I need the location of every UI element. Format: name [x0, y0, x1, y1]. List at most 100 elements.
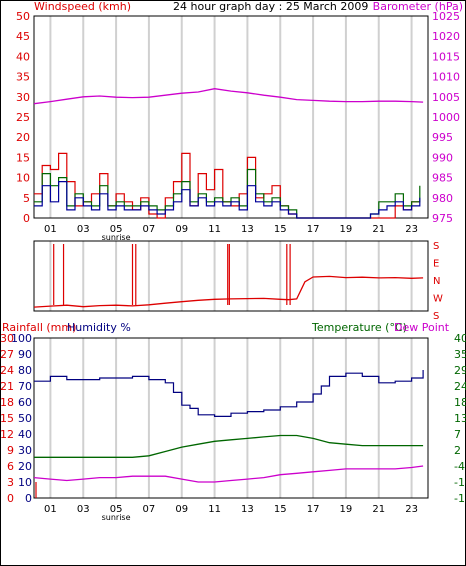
y-tick-label-humidity: 60 — [18, 396, 32, 409]
humidity-axis-title: Humidity % — [67, 321, 131, 334]
y-tick-label-temperature: 35 — [454, 348, 466, 361]
y-tick-label-rain: 9 — [7, 444, 14, 457]
y-tick-label-temperature: 29 — [454, 364, 466, 377]
y-tick-label-right: 1005 — [432, 91, 460, 104]
x-tick-label: 17 — [307, 504, 320, 515]
y-tick-label-right: 975 — [432, 212, 453, 225]
humidity-temperature-panel: 00-15310-10620-4930212407155013186018217… — [0, 332, 466, 522]
y-tick-label-rain: 6 — [7, 460, 14, 473]
sunrise-label: sunrise — [102, 233, 131, 242]
x-tick-label: 15 — [274, 504, 287, 515]
y-tick-label-humidity: 0 — [25, 492, 32, 505]
y-tick-label-humidity: 50 — [18, 412, 32, 425]
x-tick-label: 03 — [77, 224, 90, 235]
y-tick-label-right: 1020 — [432, 30, 460, 43]
series-wind — [34, 181, 421, 219]
x-tick-label: 23 — [405, 224, 418, 235]
y-tick-label-right: 985 — [432, 172, 453, 185]
y-tick-label-right: 980 — [432, 192, 453, 205]
x-tick-label: 13 — [241, 224, 254, 235]
y-tick-label-rain: 12 — [0, 428, 14, 441]
y-tick-label-rain: 3 — [7, 476, 14, 489]
x-tick-label: 23 — [405, 504, 418, 515]
y-tick-label-temperature: -4 — [454, 460, 465, 473]
plot-border — [33, 337, 429, 499]
series-dewpoint — [33, 465, 424, 483]
y-tick-label-left: 35 — [16, 71, 30, 84]
y-tick-label-rain: 15 — [0, 412, 14, 425]
y-tick-label-left: 15 — [16, 151, 30, 164]
rainfall-axis-title: Rainfall (mm) — [2, 321, 76, 334]
y-tick-label-left: 10 — [16, 172, 30, 185]
barometer-axis-title: Barometer (hPa) — [373, 0, 463, 13]
y-tick-label-humidity: 20 — [18, 460, 32, 473]
y-tick-label-humidity: 30 — [18, 444, 32, 457]
y-tick-label-temperature: 40 — [454, 332, 466, 345]
y-tick-label-temperature: 24 — [454, 380, 466, 393]
y-tick-label-left: 5 — [23, 192, 30, 205]
y-tick-label-left: 20 — [16, 131, 30, 144]
series-humidity — [34, 370, 424, 417]
x-tick-label: 11 — [208, 504, 221, 515]
y-tick-label-temperature: 18 — [454, 396, 466, 409]
temperature-axis-title: Temperature (°C) — [311, 321, 407, 334]
windspeed-axis-title: Windspeed (kmh) — [34, 0, 131, 13]
y-tick-label-left: 40 — [16, 50, 30, 63]
series-barometer — [33, 88, 424, 105]
y-tick-label-temperature: 7 — [454, 428, 461, 441]
x-tick-label: 03 — [77, 504, 90, 515]
y-tick-label-right: 1000 — [432, 111, 460, 124]
x-tick-label: 19 — [340, 504, 353, 515]
x-tick-label: 13 — [241, 504, 254, 515]
y-tick-label-temperature: -10 — [454, 476, 466, 489]
x-tick-label: 21 — [372, 224, 385, 235]
x-tick-label: 21 — [372, 504, 385, 515]
compass-label: S — [433, 241, 439, 252]
y-tick-label-rain: 30 — [0, 332, 14, 345]
y-tick-label-left: 0 — [23, 212, 30, 225]
y-tick-label-left: 25 — [16, 111, 30, 124]
y-tick-label-humidity: 40 — [18, 428, 32, 441]
plot-border — [33, 15, 429, 219]
x-tick-label: 09 — [175, 224, 188, 235]
y-tick-label-right: 990 — [432, 151, 453, 164]
x-tick-label: 11 — [208, 224, 221, 235]
y-tick-label-right: 1025 — [432, 10, 460, 23]
graph-title: 24 hour graph day : 25 March 2009 — [173, 0, 368, 13]
y-tick-label-rain: 0 — [7, 492, 14, 505]
y-tick-label-right: 1010 — [432, 71, 460, 84]
y-tick-label-right: 1015 — [432, 50, 460, 63]
y-tick-label-humidity: 10 — [18, 476, 32, 489]
y-tick-label-left: 50 — [16, 10, 30, 23]
x-tick-label: 07 — [143, 224, 156, 235]
y-tick-label-humidity: 80 — [18, 364, 32, 377]
x-tick-label: 15 — [274, 224, 287, 235]
x-tick-label: 17 — [307, 224, 320, 235]
y-tick-label-rain: 24 — [0, 364, 14, 377]
y-tick-label-temperature: 13 — [454, 412, 466, 425]
compass-label: W — [433, 294, 443, 305]
series-temperature — [34, 434, 424, 458]
y-tick-label-humidity: 70 — [18, 380, 32, 393]
compass-label: N — [433, 276, 440, 287]
x-tick-label: 07 — [143, 504, 156, 515]
x-tick-label: 09 — [175, 504, 188, 515]
compass-label: E — [433, 259, 439, 270]
y-tick-label-rain: 27 — [0, 348, 14, 361]
x-tick-label: 01 — [44, 224, 57, 235]
series-direction — [33, 275, 424, 308]
x-tick-label: 19 — [340, 224, 353, 235]
y-tick-label-left: 30 — [16, 91, 30, 104]
y-tick-label-right: 995 — [432, 131, 453, 144]
sunrise-label: sunrise — [102, 513, 131, 522]
y-tick-label-humidity: 90 — [18, 348, 32, 361]
compass-label: S — [433, 311, 439, 322]
y-tick-label-humidity: 100 — [11, 332, 32, 345]
plot-area — [34, 16, 428, 218]
dewpoint-axis-title: Dew Point — [394, 321, 450, 334]
y-tick-label-temperature: -15 — [454, 492, 466, 505]
x-tick-label: 01 — [44, 504, 57, 515]
plot-border — [33, 240, 429, 312]
